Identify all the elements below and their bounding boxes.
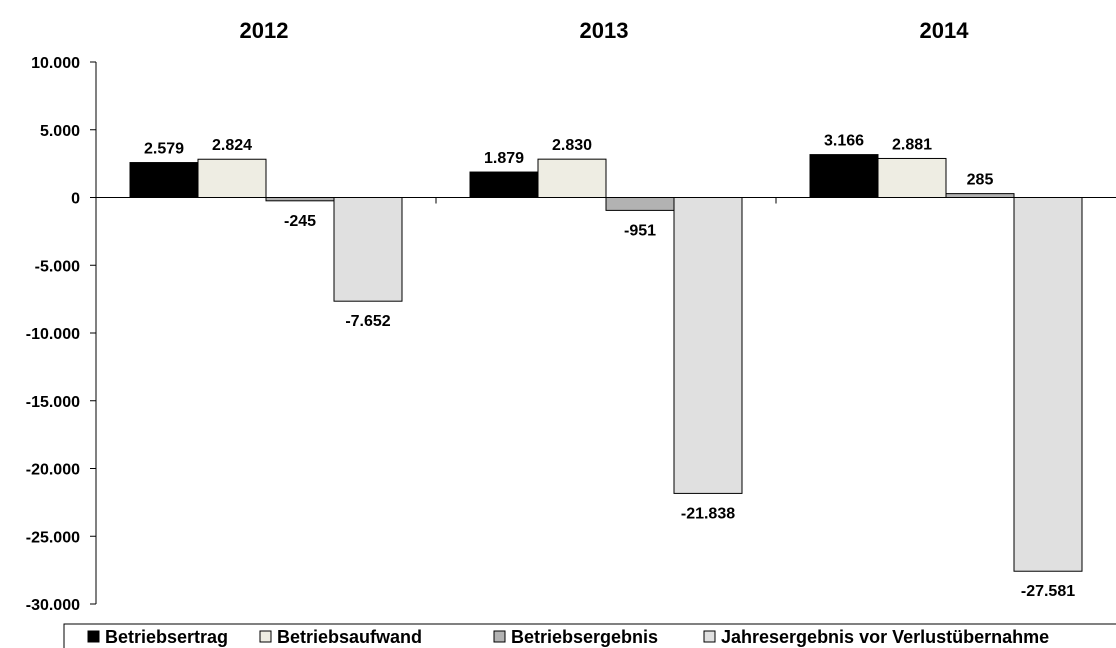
legend-frame: [63, 623, 1116, 648]
legend-entry-4: Jahresergebnis vor Verlustübernahme: [721, 627, 1049, 647]
data-labels: 2.579 2.824 -245 -7.652 1.879 2.830 -951 -21.83…: [144, 133, 1075, 601]
data-label-2012-series-1: 2.579: [144, 141, 184, 158]
bar-2013-series-2: [537, 158, 607, 199]
y-tick-label: -15.000: [26, 394, 80, 411]
data-label-2012-series-4: -7.652: [345, 313, 390, 330]
data-label-2014-series-1: 3.166: [824, 133, 864, 150]
bars: [129, 154, 1083, 572]
legend-entry-3: Betriebsergebnis: [511, 627, 658, 647]
data-label-2013-series-2: 2.830: [552, 137, 592, 154]
y-tick-label: 10.000: [31, 55, 80, 72]
y-tick-label: -25.000: [26, 529, 80, 546]
data-label-2013-series-3: -951: [624, 222, 656, 239]
legend: Betriebsertrag Betriebsaufwand Betriebserg…: [63, 623, 1116, 648]
y-tick-label: -5.000: [35, 258, 80, 275]
bar-2013-series-1: [469, 171, 539, 198]
bar-2012-series-2: [197, 158, 267, 199]
legend-swatch-1: [87, 630, 100, 643]
category-label-2014: 2014: [920, 18, 970, 43]
data-label-2013-series-1: 1.879: [484, 150, 524, 167]
bar-2014-series-3: [945, 193, 1015, 198]
bar-2012-series-3: [265, 197, 335, 202]
bar-2014-series-1: [809, 154, 879, 198]
bar-2013-series-3: [605, 197, 675, 211]
bar-2012-series-1: [129, 162, 199, 198]
data-label-2012-series-3: -245: [284, 213, 316, 230]
y-tick-label: 5.000: [40, 123, 80, 140]
bar-2014-series-4: [1013, 197, 1083, 572]
category-label-2012: 2012: [240, 18, 289, 43]
data-label-2014-series-4: -27.581: [1021, 583, 1075, 600]
bar-2013-series-4: [673, 197, 743, 494]
legend-swatch-4: [703, 630, 716, 643]
legend-swatch-3: [493, 630, 506, 643]
data-label-2014-series-2: 2.881: [892, 136, 932, 153]
bar-2014-series-2: [877, 157, 947, 198]
category-label-2013: 2013: [580, 18, 629, 43]
category-labels: 2012 2013 2014: [240, 18, 970, 43]
y-tick-label: -20.000: [26, 462, 80, 479]
legend-swatch-2: [259, 630, 272, 643]
bar-2012-series-4: [333, 197, 403, 302]
y-tick-label: -30.000: [26, 597, 80, 614]
y-tick-label: 0: [71, 191, 80, 208]
data-label-2013-series-4: -21.838: [681, 505, 735, 522]
legend-entry-2: Betriebsaufwand: [277, 627, 422, 647]
data-label-2014-series-3: 285: [967, 172, 994, 189]
data-label-2012-series-2: 2.824: [212, 137, 252, 154]
y-tick-label: -10.000: [26, 326, 80, 343]
legend-entry-1: Betriebsertrag: [105, 627, 228, 647]
